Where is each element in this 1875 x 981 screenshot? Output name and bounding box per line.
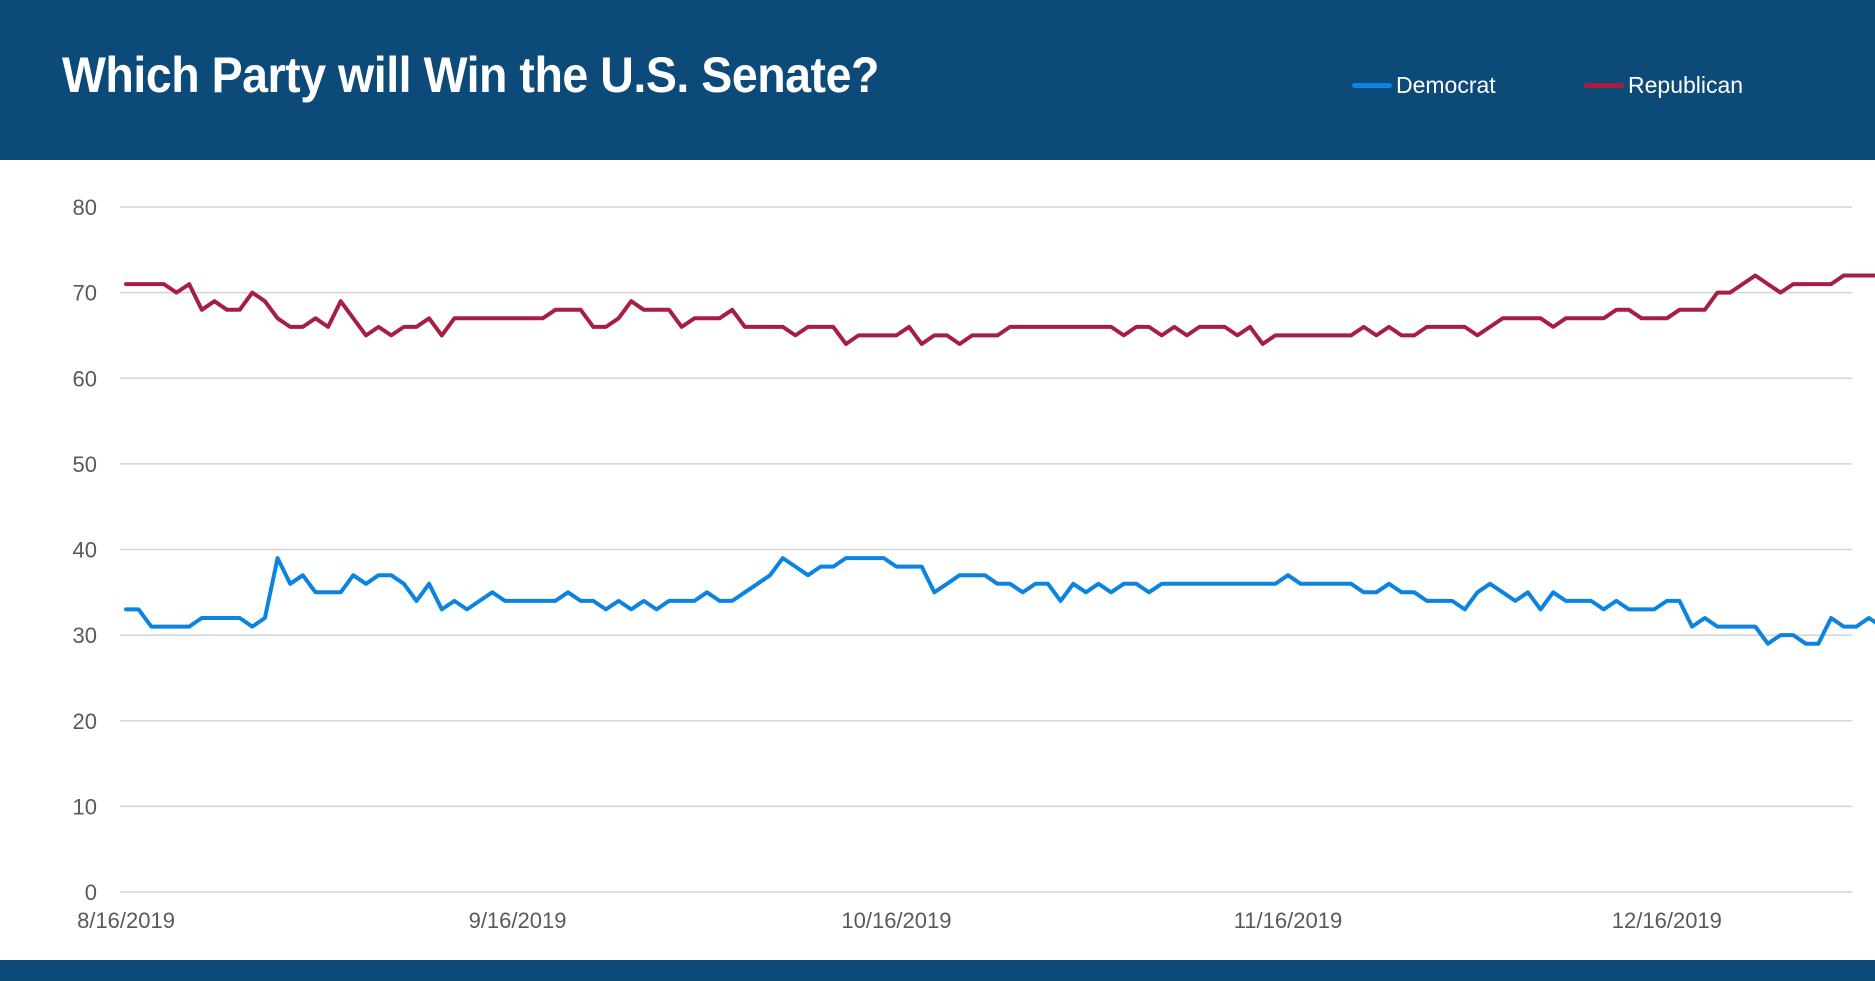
header-banner: Which Party will Win the U.S. Senate? De… <box>0 0 1875 160</box>
legend-item-democrat: Democrat <box>1352 72 1496 99</box>
y-tick-label: 10 <box>73 794 97 819</box>
y-tick-label: 60 <box>73 366 97 391</box>
legend-swatch-democrat <box>1352 83 1392 88</box>
y-tick-label: 80 <box>73 195 97 220</box>
x-tick-label: 10/16/2019 <box>841 908 951 933</box>
y-tick-label: 20 <box>73 709 97 734</box>
footer-banner <box>0 960 1875 981</box>
y-tick-label: 40 <box>73 538 97 563</box>
y-tick-label: 50 <box>73 452 97 477</box>
x-axis-ticks: 8/16/2019 9/16/2019 10/16/2019 11/16/2019 12… <box>77 908 1722 933</box>
series-lines <box>124 273 1875 646</box>
series-line-republican <box>124 273 1875 346</box>
y-tick-label: 70 <box>73 281 97 306</box>
gridlines <box>120 206 1852 893</box>
x-tick-label: 12/16/2019 <box>1612 908 1722 933</box>
y-tick-label: 0 <box>85 880 97 905</box>
legend-item-republican: Republican <box>1584 72 1743 99</box>
y-tick-label: 30 <box>73 623 97 648</box>
x-tick-label: 9/16/2019 <box>469 908 567 933</box>
y-axis-ticks: 0 10 20 30 40 50 60 70 80 <box>73 195 97 905</box>
legend-label-republican: Republican <box>1628 72 1744 98</box>
line-chart: 0 10 20 30 40 50 60 70 80 8/16/2019 9/16/2019 10/1… <box>73 195 1875 933</box>
x-tick-label: 8/16/2019 <box>77 908 175 933</box>
legend-swatch-republican <box>1584 83 1624 88</box>
series-line-democrat <box>124 556 1875 646</box>
x-tick-label: 11/16/2019 <box>1234 908 1342 933</box>
legend-label-democrat: Democrat <box>1396 72 1496 98</box>
chart-title: Which Party will Win the U.S. Senate? <box>62 47 879 103</box>
